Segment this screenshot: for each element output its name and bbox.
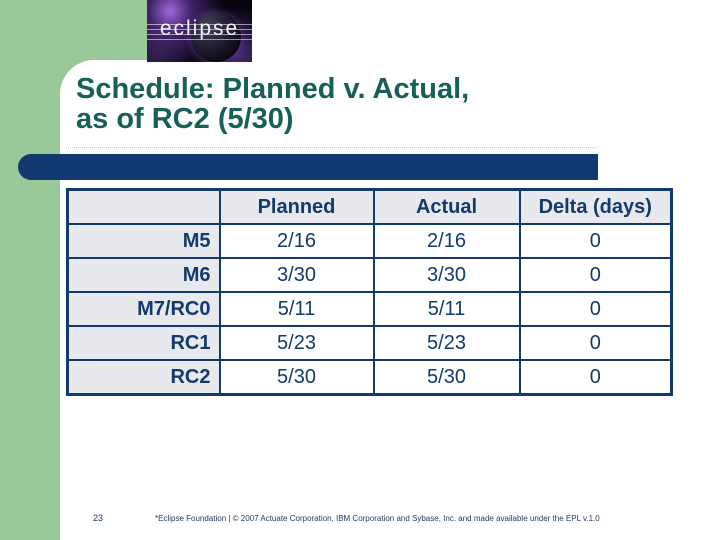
table-cell: 5/23 (372, 325, 521, 361)
table-cell: 5/23 (218, 325, 375, 361)
table-cell: 0 (518, 325, 673, 361)
row-label: RC1 (66, 325, 221, 361)
table-row: RC2 5/30 5/30 0 (66, 359, 673, 396)
table-cell: 5/30 (372, 359, 521, 396)
footer-copyright: *Eclipse Foundation | © 2007 Actuate Cor… (155, 514, 600, 523)
header-cell-delta: Delta (days) (518, 188, 673, 225)
table-cell: 5/11 (218, 291, 375, 327)
row-label: M6 (66, 257, 221, 293)
header-cell-planned: Planned (218, 188, 375, 225)
table-row: M6 3/30 3/30 0 (66, 257, 673, 293)
row-label: M7/RC0 (66, 291, 221, 327)
page-number: 23 (93, 513, 104, 523)
slide-title-line1: Schedule: Planned v. Actual, (76, 73, 470, 105)
table-row: RC1 5/23 5/23 0 (66, 325, 673, 361)
table-cell: 0 (518, 223, 673, 259)
header-cell-actual: Actual (372, 188, 521, 225)
title-accent-bar (18, 154, 598, 180)
table-row: M5 2/16 2/16 0 (66, 223, 673, 259)
table-cell: 2/16 (372, 223, 521, 259)
row-label: RC2 (66, 359, 221, 396)
table-cell: 3/30 (372, 257, 521, 293)
green-sidebar (0, 0, 60, 540)
table-cell: 0 (518, 291, 673, 327)
row-label: M5 (66, 223, 221, 259)
logo-wordmark: eclipse (159, 17, 240, 40)
table-cell: 2/16 (218, 223, 375, 259)
eclipse-logo: eclipse (147, 0, 252, 62)
table-cell: 5/30 (218, 359, 375, 396)
slide-title: Schedule: Planned v. Actual, as of RC2 (… (76, 74, 636, 134)
header-cell-blank (66, 188, 221, 225)
slide-title-line2: as of RC2 (5/30) (76, 103, 294, 135)
table-cell: 0 (518, 257, 673, 293)
placeholder-divider (66, 147, 597, 148)
logo-horizontal-lines (147, 24, 252, 40)
table-cell: 3/30 (218, 257, 375, 293)
table-header-row: Planned Actual Delta (days) (66, 188, 673, 225)
table-row: M7/RC0 5/11 5/11 0 (66, 291, 673, 327)
green-top-block (0, 0, 147, 62)
table-cell: 0 (518, 359, 673, 396)
schedule-table: Planned Actual Delta (days) M5 2/16 2/16… (66, 188, 673, 396)
table-cell: 5/11 (372, 291, 521, 327)
